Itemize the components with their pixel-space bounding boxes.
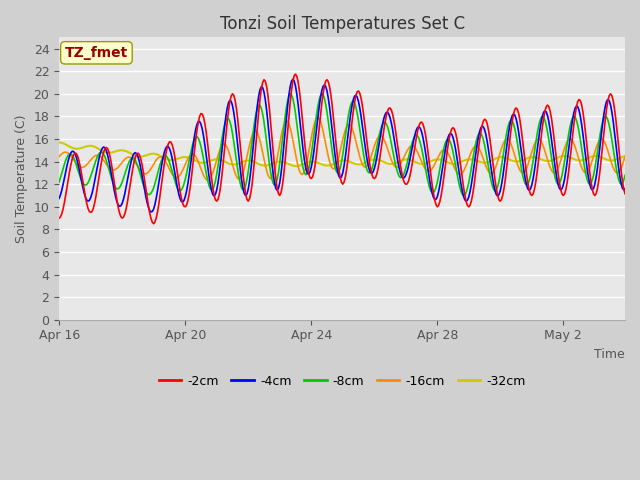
X-axis label: Time: Time	[595, 348, 625, 361]
Text: TZ_fmet: TZ_fmet	[65, 46, 128, 60]
Y-axis label: Soil Temperature (C): Soil Temperature (C)	[15, 114, 28, 243]
Legend: -2cm, -4cm, -8cm, -16cm, -32cm: -2cm, -4cm, -8cm, -16cm, -32cm	[154, 370, 531, 393]
Title: Tonzi Soil Temperatures Set C: Tonzi Soil Temperatures Set C	[220, 15, 465, 33]
